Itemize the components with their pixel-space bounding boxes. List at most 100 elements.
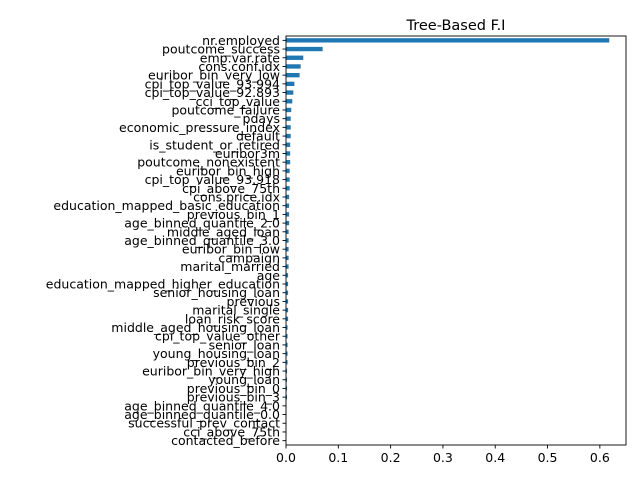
bar-20 [286, 212, 290, 217]
y-tick-label: education_mapped_higher_education [46, 277, 280, 292]
x-tick-label: 0.0 [276, 450, 296, 465]
y-tick-label: euribor3m [215, 146, 280, 161]
y-tick-label: age_binned_quantile_2.0 [124, 216, 280, 231]
bar-32 [286, 316, 289, 321]
x-axis: 0.0 0.1 0.2 0.3 0.4 0.5 0.6 [276, 445, 610, 465]
y-tick-label: age [257, 268, 281, 283]
y-tick-label: previous_bin_0 [187, 381, 280, 396]
bar-31 [286, 307, 289, 313]
y-tick-label: age_binned_quantile_4.0 [124, 398, 280, 413]
bar-7 [286, 99, 293, 104]
bar-17 [286, 186, 290, 191]
bar-19 [286, 203, 290, 208]
bar-10 [286, 125, 291, 130]
bar-40 [286, 386, 288, 391]
y-tick-label: previous_bin_2 [187, 355, 280, 370]
y-tick-label: pdays [243, 111, 280, 126]
bar-29 [286, 290, 289, 295]
bar-3 [286, 64, 301, 69]
y-tick-label: young_housing_loan [153, 346, 280, 361]
bar-13 [286, 151, 291, 156]
y-tick-label: middle_aged_housing_loan [111, 320, 280, 335]
y-tick-label: previous [227, 294, 280, 309]
bar-0 [286, 38, 610, 43]
bar-23 [286, 238, 289, 243]
x-tick-label: 0.6 [590, 450, 610, 465]
bar-4 [286, 72, 300, 78]
y-tick-label: emp.var.rate [200, 50, 280, 65]
bar-2 [286, 55, 304, 60]
x-tick-label: 0.4 [485, 450, 505, 465]
y-tick-label: senior_housing_loan [153, 285, 280, 300]
bar-24 [286, 247, 289, 252]
y-tick-label: senior_loan [209, 337, 280, 352]
x-tick-label: 0.3 [433, 450, 453, 465]
y-tick-label: economic_pressure_index [119, 120, 280, 135]
plot-frame [285, 35, 627, 446]
bar-21 [286, 220, 290, 226]
y-tick-label: middle_aged_loan [167, 224, 280, 239]
y-tick-label: cpi_top_value_92.893 [145, 85, 280, 100]
y-tick-label: marital_single [192, 303, 280, 318]
y-tick-label: cons.price.idx [193, 189, 280, 204]
y-tick-label: campaign [218, 250, 280, 265]
bar-28 [286, 281, 289, 287]
y-tick-label: previous_bin_1 [187, 207, 280, 222]
y-tick-label: marital_married [180, 259, 280, 274]
y-tick-label: cci_above_75th [183, 424, 280, 439]
bar-36 [286, 351, 288, 356]
y-tick-label: cpi_above_75th [182, 181, 280, 196]
y-tick-label: cpi_top_value_other [155, 329, 281, 344]
y-tick-label: contacted_before [171, 433, 280, 448]
bar-22 [286, 229, 289, 234]
y-tick-label: euribor_bin_high [176, 163, 280, 178]
y-tick-label: poutcome_nonexistent [137, 155, 280, 170]
y-tick-label: loan_risk_score [185, 311, 280, 326]
bar-25 [286, 255, 289, 261]
y-tick-label: default [236, 129, 280, 144]
y-tick-label: cpi_top_value_93.994 [145, 76, 280, 91]
y-tick-label: cons.conf.idx [198, 59, 280, 74]
y-tick-label: young_loan [208, 372, 280, 387]
y-tick-label: successful_prev_contact [128, 416, 280, 431]
y-tick-label: education_mapped_basic_education [53, 198, 280, 213]
y-tick-label: poutcome_failure [171, 102, 280, 117]
bar-34 [286, 334, 288, 339]
bar-15 [286, 168, 290, 174]
y-tick-label: poutcome_success [162, 42, 280, 57]
bar-35 [286, 342, 288, 348]
y-tick-label: euribor_bin_low [182, 242, 280, 257]
y-tick-label: cci_top_value [196, 94, 281, 109]
bar-39 [286, 377, 288, 382]
bar-1 [286, 46, 323, 52]
y-tick-label: age_binned_quantile_0.0 [124, 407, 280, 422]
bar-14 [286, 160, 291, 165]
bar-26 [286, 264, 289, 269]
y-tick-label: euribor_bin_very_low [148, 68, 280, 83]
bar-37 [286, 360, 288, 365]
y-tick-label: nr.employed [202, 33, 280, 48]
bar-12 [286, 142, 291, 147]
bar-41 [286, 394, 288, 400]
x-tick-label: 0.2 [381, 450, 401, 465]
y-tick-label: euribor_bin_very_high [142, 364, 280, 379]
bar-30 [286, 299, 289, 304]
y-tick-labels: nr.employedpoutcome_successemp.var.ratec… [46, 33, 286, 448]
x-tick-label: 0.1 [328, 450, 348, 465]
bar-5 [286, 81, 295, 87]
bar-9 [286, 116, 291, 121]
y-tick-label: is_student_or_retired [149, 137, 280, 152]
bar-11 [286, 133, 291, 139]
bar-6 [286, 90, 294, 95]
bar-27 [286, 273, 289, 278]
y-tick-label: previous_bin_3 [187, 390, 280, 405]
bar-8 [286, 107, 292, 113]
chart-title: Tree-Based F.I [406, 18, 506, 34]
bar-18 [286, 194, 290, 200]
x-tick-label: 0.5 [538, 450, 558, 465]
bar-38 [286, 368, 288, 374]
bars-group [286, 38, 610, 435]
y-tick-label: cpi_top_value_93.918 [145, 172, 280, 187]
